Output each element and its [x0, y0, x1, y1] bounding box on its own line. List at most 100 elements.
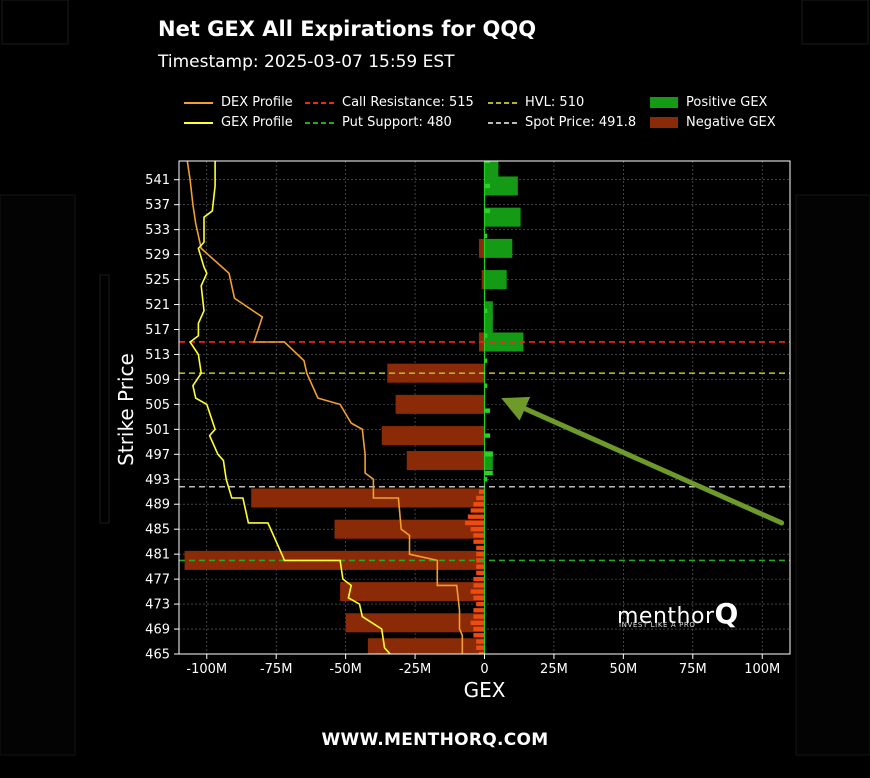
bar-positive-gex	[484, 238, 513, 258]
legend-label: HVL: 510	[525, 95, 585, 110]
bar-0dte-negative	[473, 626, 485, 632]
bar-0dte-negative	[476, 545, 485, 551]
x-axis-label: GEX	[464, 678, 506, 702]
bar-0dte-negative	[476, 601, 485, 607]
bar-0dte-negative	[470, 526, 485, 532]
bar-0dte-negative	[473, 539, 485, 544]
x-tick-label: 0	[480, 662, 488, 677]
bar-0dte-negative	[478, 489, 485, 494]
bar-0dte-negative	[473, 595, 485, 601]
bar-0dte-negative	[473, 533, 485, 538]
y-axis-label: Strike Price	[114, 353, 138, 466]
legend-swatch	[184, 121, 213, 124]
bar-0dte-negative	[476, 570, 485, 576]
y-tick-label: 473	[145, 598, 170, 613]
logo-name: menthor	[617, 604, 715, 629]
bar-0dte-negative	[476, 551, 485, 557]
legend-swatch	[305, 101, 334, 104]
bar-0dte-positive	[484, 358, 488, 363]
bg-sidebar	[795, 194, 870, 756]
y-tick-label: 501	[145, 423, 170, 438]
y-tick-label: 521	[145, 298, 170, 313]
bar-0dte-positive	[484, 383, 488, 388]
bar-0dte-negative	[478, 651, 485, 654]
bar-0dte-negative	[467, 514, 485, 519]
bar-negative-gex	[395, 394, 485, 414]
y-tick-label: 497	[145, 448, 170, 463]
chart-title: Net GEX All Expirations for QQQ	[158, 17, 537, 41]
x-tick-label: -50M	[329, 662, 361, 677]
bg-sidebar	[0, 194, 76, 756]
bar-0dte-positive	[484, 333, 488, 338]
bar-0dte-negative	[470, 508, 485, 513]
bar-positive-gex	[484, 301, 493, 321]
bar-0dte-positive	[484, 208, 491, 214]
y-tick-label: 505	[145, 398, 170, 413]
gex-profile-line	[189, 161, 391, 654]
bar-0dte-negative	[473, 633, 485, 638]
legend-label: Positive GEX	[686, 95, 768, 110]
y-tick-label: 533	[145, 223, 170, 238]
bar-negative-gex	[334, 519, 485, 539]
legend-label: Spot Price: 491.8	[525, 115, 637, 130]
bar-0dte-negative	[476, 495, 485, 501]
y-tick-label: 517	[145, 323, 170, 338]
bar-0dte-negative	[476, 645, 485, 650]
y-tick-label: 465	[145, 648, 170, 663]
bar-positive-gex	[484, 176, 518, 196]
bar-0dte-negative	[465, 520, 485, 526]
legend-label: DEX Profile	[221, 95, 293, 110]
bar-negative-gex	[345, 613, 485, 633]
legend-swatch	[305, 121, 334, 124]
legend-label: Call Resistance: 515	[342, 95, 474, 110]
x-tick-label: -25M	[399, 662, 431, 677]
bar-0dte-positive	[484, 452, 493, 457]
bar-positive-gex	[484, 270, 507, 290]
y-tick-label: 525	[145, 273, 170, 288]
annotation-arrow-shaft	[522, 406, 785, 526]
legend-item-dex-profile: DEX Profile	[183, 95, 293, 110]
legend-swatch	[650, 116, 678, 128]
legend-swatch	[488, 101, 517, 104]
bar-0dte-positive	[484, 477, 488, 482]
logo-letter: Q	[714, 597, 739, 630]
bg-scrollbar	[99, 274, 110, 524]
plot-content	[179, 161, 790, 654]
chart-timestamp: Timestamp: 2025-03-07 15:59 EST	[158, 52, 455, 72]
y-tick-label: 493	[145, 473, 170, 488]
bg-panel	[1, 0, 69, 45]
y-tick-label: 537	[145, 198, 170, 213]
bar-0dte-positive	[484, 183, 491, 189]
bar-negative-gex	[367, 638, 485, 654]
legend-item-put-support: Put Support: 480	[304, 115, 452, 130]
legend-swatch	[650, 96, 678, 108]
y-tick-label: 513	[145, 348, 170, 363]
legend-item-call-resistance: Call Resistance: 515	[304, 95, 474, 110]
y-tick-label: 541	[145, 173, 170, 188]
bar-negative-gex	[251, 488, 485, 508]
bar-0dte-negative	[473, 583, 485, 588]
legend-item-hvl: HVL: 510	[487, 95, 584, 110]
legend-item-gex-profile: GEX Profile	[183, 115, 293, 130]
bar-positive-gex	[484, 451, 493, 471]
bar-negative-gex	[481, 270, 485, 290]
x-tick-label: -75M	[260, 662, 292, 677]
footer-url: WWW.MENTHORQ.COM	[321, 730, 549, 750]
legend-swatch	[184, 101, 213, 104]
bar-0dte-negative	[473, 576, 485, 582]
bar-0dte-negative	[473, 614, 485, 619]
bar-positive-gex	[484, 313, 493, 333]
legend-swatch	[488, 121, 517, 124]
y-tick-label: 489	[145, 498, 170, 513]
bar-negative-gex	[340, 582, 485, 602]
x-tick-label: 100M	[744, 662, 780, 677]
bar-0dte-negative	[476, 639, 485, 644]
bar-positive-gex	[484, 207, 521, 227]
legend-item-positive-gex: Positive GEX	[648, 95, 767, 110]
bg-panel	[801, 0, 869, 45]
bar-0dte-positive	[484, 408, 491, 413]
x-tick-label: -100M	[186, 662, 227, 677]
x-tick-label: 25M	[540, 662, 568, 677]
y-tick-label: 469	[145, 623, 170, 638]
